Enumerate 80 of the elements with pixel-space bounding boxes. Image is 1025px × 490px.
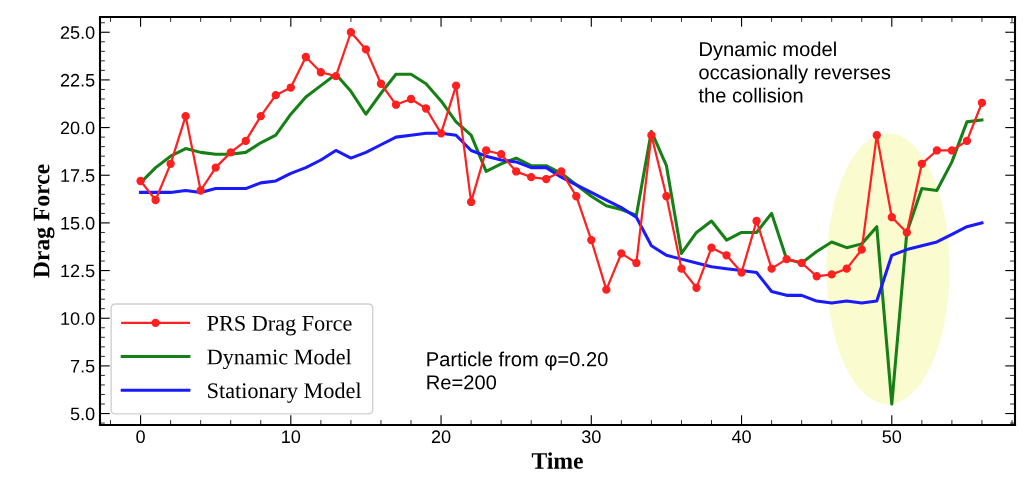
x-tick-label: 20 xyxy=(431,430,451,444)
point xyxy=(481,146,491,155)
y-tick-label: 5.0 xyxy=(70,407,95,421)
point xyxy=(932,146,942,155)
point xyxy=(226,148,235,157)
point xyxy=(647,131,656,140)
legend-label: PRS Drag Force xyxy=(207,315,352,336)
point xyxy=(151,195,160,205)
point xyxy=(406,94,416,104)
point xyxy=(286,83,295,92)
point xyxy=(737,268,746,277)
y-tick-label: 20.0 xyxy=(60,121,95,135)
legend-label: Stationary Model xyxy=(208,382,362,403)
point xyxy=(887,213,896,222)
annotation: Particle from φ=0.20 Re=200 xyxy=(427,351,608,390)
point xyxy=(136,176,145,186)
point xyxy=(271,91,280,100)
point xyxy=(827,270,836,279)
x-tick-label: 0 xyxy=(136,430,145,444)
point xyxy=(316,68,326,77)
point xyxy=(872,131,881,140)
point xyxy=(436,129,446,138)
x-tick-label: 10 xyxy=(282,430,301,444)
point xyxy=(181,111,190,121)
point xyxy=(241,136,250,146)
point xyxy=(196,186,205,195)
legend-label: Dynamic Model xyxy=(207,348,352,370)
point xyxy=(767,264,776,273)
point xyxy=(527,172,536,182)
point xyxy=(346,28,356,37)
point xyxy=(391,100,401,109)
y-tick-label: 15.0 xyxy=(61,216,95,230)
x-axis-title: Time xyxy=(531,452,583,469)
point xyxy=(752,216,761,226)
point xyxy=(812,272,821,281)
point xyxy=(947,146,957,155)
point xyxy=(977,98,987,107)
y-tick-label: 10.0 xyxy=(61,312,95,325)
point xyxy=(211,163,220,172)
point xyxy=(797,258,806,268)
y-tick-label: 17.5 xyxy=(61,169,95,182)
point xyxy=(782,254,791,264)
point xyxy=(632,258,641,268)
point xyxy=(542,174,551,184)
point xyxy=(496,150,506,159)
y-axis-title: Drag Force xyxy=(33,164,55,278)
point xyxy=(421,104,431,113)
point xyxy=(376,79,386,88)
point xyxy=(707,243,716,252)
point xyxy=(451,81,461,90)
point xyxy=(587,235,596,245)
point xyxy=(602,285,611,294)
point xyxy=(361,45,371,54)
point xyxy=(572,192,581,201)
point xyxy=(962,136,972,146)
point xyxy=(617,249,626,258)
line-series xyxy=(139,131,984,305)
point xyxy=(662,192,671,201)
y-tick-label: 22.5 xyxy=(60,73,95,87)
point xyxy=(857,245,866,254)
point xyxy=(331,71,341,81)
point xyxy=(902,228,911,237)
y-tick-label: 12.5 xyxy=(61,264,95,278)
y-tick-label: 7.5 xyxy=(70,360,95,373)
point xyxy=(512,167,521,176)
x-tick-label: 40 xyxy=(731,430,751,444)
x-tick-label: 30 xyxy=(581,430,601,444)
point xyxy=(842,264,851,273)
point xyxy=(166,159,175,168)
point xyxy=(722,251,731,260)
x-tick-label: 50 xyxy=(882,430,902,444)
point xyxy=(692,283,701,292)
annotation: Dynamic model occasionally reverses the collision xyxy=(698,41,891,103)
point xyxy=(557,167,566,176)
point xyxy=(301,52,311,62)
point xyxy=(466,197,476,207)
point xyxy=(677,264,686,273)
point xyxy=(917,159,927,168)
point xyxy=(256,111,265,121)
y-tick-label: 25.0 xyxy=(60,26,95,39)
